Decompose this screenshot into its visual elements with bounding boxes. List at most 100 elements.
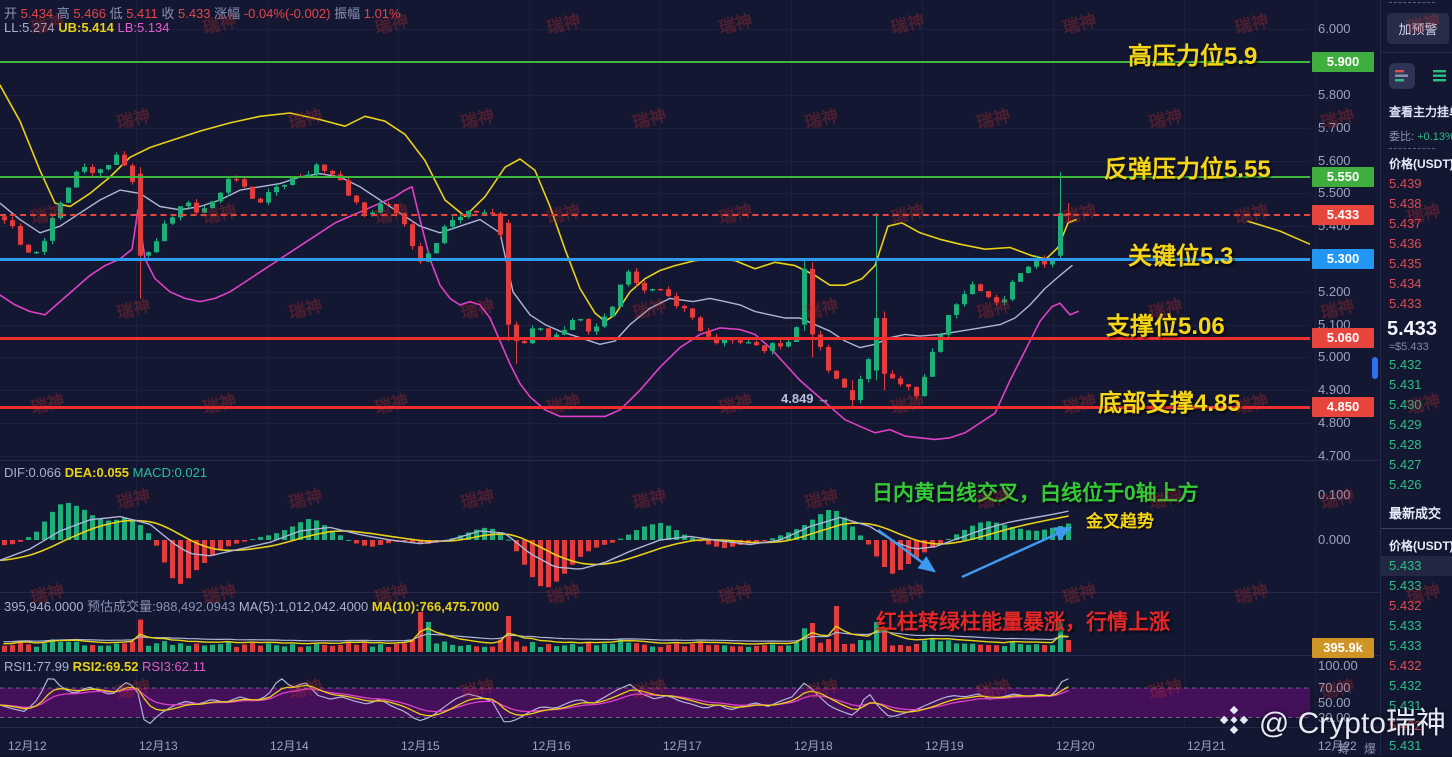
list-icon [1433,70,1446,82]
price-badge: 5.900 [1312,52,1374,73]
vertical-gridline [136,0,137,727]
vertical-gridline [267,0,268,727]
trade-row[interactable]: 5.432 [1389,598,1422,613]
time-axis-label: 12月19 [925,739,964,753]
ohlc-label: 振幅 [334,6,364,21]
ohlc-label: 开 [4,6,21,21]
ask-price-row[interactable]: 5.439 [1389,176,1422,191]
trade-row[interactable]: 5.433 [1389,638,1422,653]
add-alert-button[interactable]: 加预警 [1387,13,1449,44]
trade-row[interactable]: 5.432 [1389,658,1422,673]
main-orders-link[interactable]: 查看主力挂单 [1389,105,1452,119]
trade-row[interactable]: 5.433 [1381,556,1452,576]
ask-price-row[interactable]: 5.434 [1389,276,1422,291]
last-price: 5.433 [1387,318,1438,340]
trade-row[interactable]: 5.432 [1389,678,1422,693]
order-ratio-value: +0.13% [1417,131,1452,143]
indicator-value: LB:5.134 [117,20,170,35]
boll-readout: LL:5.274 UB:5.414 LB:5.134 [4,20,170,35]
level-line-5.900 [0,61,1310,64]
rsi-tick: 100.00 [1318,657,1358,673]
trade-row[interactable]: 5.431 [1389,698,1422,713]
macd-readout: DIF:0.066 DEA:0.055 MACD:0.021 [4,465,207,480]
indicator-value: MA(10):766,475.7000 [371,599,500,614]
price-column-header: 价格(USDT) [1389,157,1452,171]
channel-name: @ Crypto瑞神 [1258,707,1446,740]
ask-list[interactable]: 5.439 5.438 5.437 5.436 5.435 5.434 5.433 [1381,174,1452,314]
vertical-gridline [922,0,923,727]
price-tick: 6.000 [1318,21,1351,37]
volume-pane[interactable] [0,593,1310,655]
price-badge: 5.060 [1312,327,1374,348]
time-axis-label: 12月15 [401,739,440,753]
bid-list[interactable]: 5.432 5.431 5.430 5.429 5.428 5.427 5.426 [1381,355,1452,495]
vertical-gridline [660,0,661,727]
trades-price-column-header: 价格(USDT) [1389,539,1452,553]
candlestick-chart[interactable] [0,0,1310,460]
recent-trades-header: 最新成交 [1389,506,1442,521]
trade-list-view-button[interactable] [1427,63,1452,89]
time-axis-label: 12月22 [1318,739,1357,753]
axis-tool-chip[interactable]: 爆 [1364,742,1377,756]
price-tick: 5.500 [1318,185,1351,201]
trade-row[interactable]: 5.432 [1389,718,1422,733]
level-line-5.550 [0,176,1310,178]
ask-price-row[interactable]: 5.436 [1389,236,1422,251]
trade-row[interactable]: 5.433 [1389,618,1422,633]
session-low-marker: 4.849 → [781,391,831,406]
horizontal-gridline [0,29,1310,30]
scrollbar-thumb[interactable] [1372,357,1378,379]
macd-annotation: 日内黄白线交叉，白线位于0轴上方 [872,482,1199,505]
ask-price-row[interactable]: 5.437 [1389,216,1422,231]
indicator-value: 预估成交量:988,492.0943 [87,599,239,614]
ohlc-readout: 开 5.434 高 5.466 低 5.411 收 5.433 涨幅 -0.04… [4,3,401,22]
approx-fiat-price: ≈$5.433 [1389,341,1429,353]
axis-tool-chip[interactable]: 筹 [1338,742,1351,756]
horizontal-gridline [0,95,1310,96]
time-axis-label: 12月17 [663,739,702,753]
ask-price-row[interactable]: 5.433 [1389,296,1422,311]
bid-price-row[interactable]: 5.430 [1389,397,1422,412]
bid-price-row[interactable]: 5.426 [1389,477,1422,492]
time-axis-label: 12月20 [1056,739,1095,753]
order-ratio: 委比: +0.13% [1381,122,1452,146]
macd-pane[interactable] [0,461,1310,592]
indicator-value: DIF:0.066 [4,465,65,480]
bid-price-row[interactable]: 5.432 [1389,357,1422,372]
vertical-gridline [1184,0,1185,727]
price-tick: 5.800 [1318,87,1351,102]
truncated-setting[interactable] [1389,2,1435,3]
bid-price-row[interactable]: 5.428 [1389,437,1422,452]
trade-row[interactable]: 5.433 [1389,578,1422,593]
indicator-value: RSI3:62.11 [142,659,207,674]
ask-price-row[interactable]: 5.435 [1389,256,1422,271]
time-axis-label: 12月21 [1187,739,1226,753]
vertical-gridline [529,0,530,727]
indicator-value: UB:5.414 [58,20,118,35]
volume-badge: 395.9k [1312,638,1374,658]
horizontal-gridline [0,226,1310,227]
volume-annotation: 红柱转绿柱能量暴涨，行情上涨 [876,611,1170,634]
bid-price-row[interactable]: 5.427 [1389,457,1422,472]
indicator-value: LL:5.274 [4,20,59,35]
level-line-5.060 [0,336,1310,340]
rsi-tick: 50.00 [1318,694,1351,710]
indicator-value: MACD:0.021 [132,465,208,480]
chart-area[interactable]: 开 5.434 高 5.466 低 5.411 收 5.433 涨幅 -0.04… [0,0,1380,756]
horizontal-gridline [0,161,1310,162]
rsi-pane[interactable] [0,656,1310,727]
price-badge: 5.433 [1312,205,1374,226]
ohlc-label: 收 [161,6,178,21]
trade-row[interactable]: 5.431 [1389,738,1422,753]
price-badge: 4.850 [1312,396,1374,417]
ohlc-value: -0.04%(-0.002) [243,6,335,21]
bid-price-row[interactable]: 5.431 [1389,377,1422,392]
indicator-value: RSI1:77.99 [4,659,73,674]
recent-trades-list[interactable]: 5.433 5.433 5.432 5.433 5.433 5.432 5.432 5.431… [1381,556,1452,756]
order-book-view-button[interactable] [1389,63,1415,89]
vertical-gridline [1315,0,1316,727]
level-annotation: 关键位5.3 [1128,243,1234,270]
bid-price-row[interactable]: 5.429 [1389,417,1422,432]
ask-price-row[interactable]: 5.438 [1389,196,1422,211]
